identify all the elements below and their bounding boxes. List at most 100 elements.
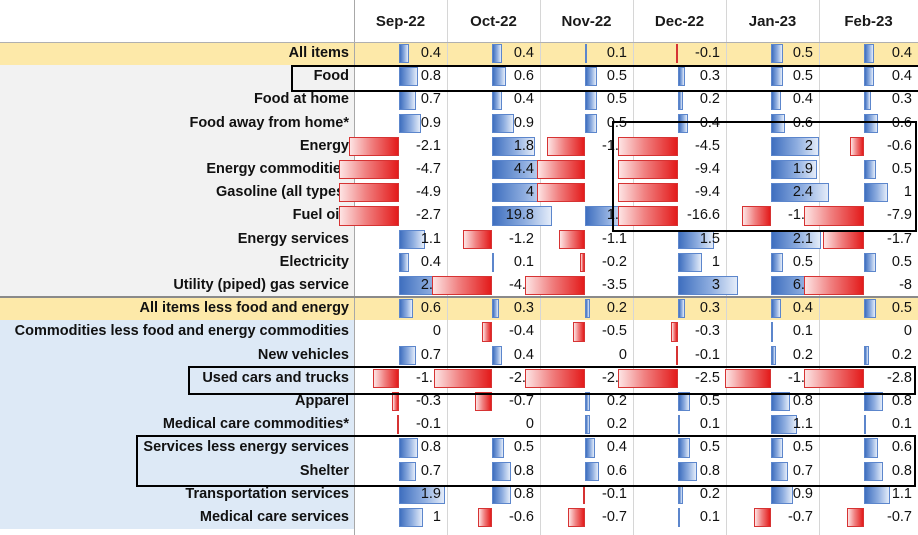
positive-bar [492, 299, 500, 319]
positive-bar [771, 67, 783, 87]
positive-bar [864, 345, 869, 365]
row-label: Food away from home* [189, 114, 349, 131]
positive-bar [585, 438, 595, 458]
column-divider [354, 0, 355, 535]
cell-value: 0.3 [513, 300, 534, 317]
column-divider [540, 0, 541, 535]
label-background [0, 459, 354, 483]
cell-value: -4.9 [416, 184, 441, 201]
positive-bar [678, 508, 681, 528]
cell-value: -0.7 [788, 509, 813, 525]
cell-value: 0.8 [420, 68, 441, 85]
cell-value: -0.7 [887, 509, 912, 525]
positive-bar [492, 67, 507, 87]
cell-value: 3 [711, 277, 720, 293]
negative-bar [525, 276, 585, 296]
label-background [0, 111, 354, 135]
positive-bar [864, 160, 876, 180]
energy-highlight-box [612, 121, 917, 232]
cell-value: 2 [804, 137, 813, 154]
positive-bar [399, 67, 419, 87]
cell-value: 0.2 [792, 346, 813, 363]
row-label: Used cars and trucks [202, 369, 349, 386]
positive-bar [678, 113, 688, 133]
cell-value: 0.5 [792, 68, 813, 85]
cell-value: 0.5 [606, 91, 627, 108]
column-divider [633, 0, 634, 535]
positive-bar [678, 415, 681, 435]
row-label: Commodities less food and energy commodi… [14, 323, 349, 340]
cell-value: -2.8 [887, 369, 912, 386]
cell-value: 1 [711, 253, 720, 270]
label-background [0, 482, 354, 506]
cell-value: -0.1 [416, 416, 441, 433]
positive-bar [771, 183, 829, 203]
cell-value: 0 [525, 416, 534, 433]
cell-value: -0.2 [602, 253, 627, 270]
cell-value: 0.6 [420, 300, 441, 317]
negative-bar [742, 206, 771, 226]
cell-value: 0 [903, 323, 912, 340]
negative-bar [618, 183, 678, 203]
positive-bar [492, 136, 536, 156]
cell-value: -4.7 [416, 161, 441, 177]
positive-bar [492, 44, 502, 64]
cell-value: 0.8 [699, 462, 720, 479]
positive-bar [771, 44, 783, 64]
column-header: Dec-22 [654, 12, 705, 30]
negative-bar [348, 136, 399, 156]
positive-bar [864, 415, 867, 435]
negative-bar [339, 183, 399, 203]
positive-bar [678, 461, 698, 481]
cell-value: 0.4 [891, 45, 912, 61]
row-label: Services less energy services [143, 439, 349, 456]
negative-bar [618, 136, 678, 156]
positive-bar [771, 299, 781, 319]
column-header: Oct-22 [470, 12, 517, 30]
cell-value: 0.4 [420, 253, 441, 270]
cell-value: -0.6 [509, 509, 534, 525]
positive-bar [771, 136, 819, 156]
positive-bar [585, 113, 597, 133]
cell-value: 0.5 [792, 439, 813, 456]
column-divider [726, 0, 727, 535]
section-divider [0, 296, 918, 299]
cell-value: 0.5 [699, 439, 720, 456]
cell-value: 1 [432, 509, 441, 525]
positive-bar [864, 299, 876, 319]
positive-bar [864, 113, 879, 133]
cell-value: 0.6 [891, 439, 912, 456]
cell-value: -1.1 [602, 230, 627, 247]
cell-value: -1.2 [509, 230, 534, 247]
column-header: Feb-23 [844, 12, 893, 30]
cell-value: 0.4 [513, 91, 534, 108]
positive-bar [678, 276, 738, 296]
negative-bar [463, 229, 492, 249]
label-background [0, 436, 354, 460]
positive-bar [399, 299, 414, 319]
positive-bar [864, 252, 876, 272]
positive-bar [492, 206, 552, 226]
positive-bar [678, 392, 690, 412]
negative-bar [339, 160, 399, 180]
row-label: Food at home [253, 91, 349, 108]
row-label: Utility (piped) gas service [173, 277, 349, 293]
row-label: Gasoline (all types) [216, 184, 349, 201]
column-header: Jan-23 [748, 12, 797, 30]
label-background [0, 366, 354, 390]
cell-value: 1.1 [891, 485, 912, 502]
cell-value: 0.8 [513, 485, 534, 502]
positive-bar [771, 113, 786, 133]
cell-value: 0.4 [792, 91, 813, 108]
cell-value: 19.8 [505, 207, 534, 224]
cell-value: 0.8 [891, 462, 912, 479]
negative-bar [618, 368, 678, 388]
row-label: Energy [299, 137, 349, 154]
positive-bar [864, 461, 884, 481]
header-divider [0, 42, 918, 43]
row-label: New vehicles [257, 346, 349, 363]
negative-bar [546, 136, 585, 156]
positive-bar [678, 67, 686, 87]
label-background [0, 390, 354, 414]
cell-value: 4.4 [513, 161, 534, 177]
